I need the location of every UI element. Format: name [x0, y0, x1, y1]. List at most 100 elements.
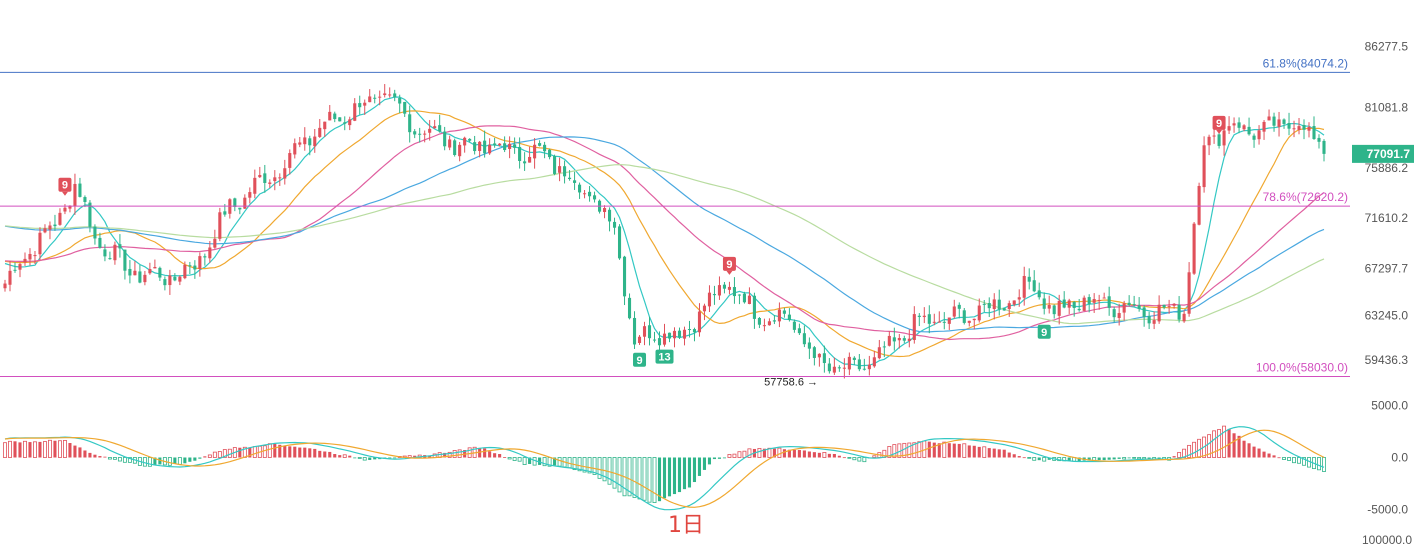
macd-bar — [892, 444, 897, 458]
candle — [513, 137, 517, 154]
candle — [1112, 306, 1116, 323]
candle — [1002, 307, 1006, 311]
candle — [53, 214, 57, 231]
macd-bar — [1067, 457, 1071, 461]
macd-bar — [797, 450, 801, 458]
macd-bar — [33, 441, 37, 458]
macd-bar — [23, 440, 27, 458]
macd-bar — [512, 457, 517, 461]
candle — [128, 260, 132, 284]
candle — [1137, 297, 1141, 312]
candle — [353, 98, 357, 122]
macd-bar — [692, 457, 697, 483]
candle — [48, 221, 52, 240]
candle — [982, 300, 986, 313]
macd-bar — [777, 447, 782, 458]
macd-bar — [1302, 457, 1306, 466]
candle — [438, 114, 442, 133]
macd-bar — [817, 452, 821, 458]
macd-bar — [183, 457, 187, 464]
macd-bar — [553, 457, 557, 466]
macd-axis: 5000.0 0.0 -5000.0 — [1367, 398, 1408, 516]
candle — [1032, 270, 1036, 293]
candle — [607, 207, 612, 232]
candle — [1127, 295, 1131, 307]
macd-bar — [1322, 457, 1326, 472]
macd-bar — [1087, 457, 1091, 461]
candle — [602, 205, 607, 219]
candle — [947, 317, 951, 330]
candle — [1047, 295, 1051, 314]
macd-bar — [63, 440, 67, 458]
macd-dea-line — [4, 429, 1325, 508]
macd-bar — [328, 451, 332, 458]
candle — [483, 130, 487, 158]
ma-slowest-line — [4, 163, 1325, 325]
candle — [702, 303, 707, 321]
candle — [328, 105, 332, 121]
candle — [877, 339, 881, 360]
macd-bar — [1197, 438, 1202, 458]
macd-bar — [147, 457, 152, 467]
macd-bar — [697, 457, 702, 476]
candle — [1167, 299, 1171, 314]
macd-bar — [557, 457, 562, 467]
candle — [343, 116, 347, 131]
candle — [228, 198, 232, 219]
macd-bar — [887, 446, 892, 458]
candle — [118, 234, 122, 258]
candle — [1267, 109, 1271, 121]
macd-bar — [1027, 457, 1032, 459]
candle — [907, 329, 911, 348]
candle — [403, 101, 407, 117]
macd-bar — [677, 457, 682, 493]
candle — [1222, 128, 1226, 156]
candle — [1247, 117, 1251, 136]
macd-bar — [602, 457, 607, 482]
candle — [433, 119, 437, 129]
candle — [398, 94, 402, 114]
macd-bar — [1297, 457, 1301, 464]
macd-bar — [252, 446, 257, 458]
candle — [727, 281, 731, 295]
candle — [283, 159, 287, 185]
macd-bar — [1012, 454, 1016, 458]
macd-bar — [93, 454, 97, 458]
candle — [762, 318, 766, 332]
macd-bar — [212, 451, 217, 458]
candle — [697, 303, 702, 337]
fib-label: 61.8%(84074.2) — [1263, 56, 1348, 70]
price-tick-label: 71610.2 — [1365, 211, 1409, 225]
price-axis: 86277.5 81081.8 75886.2 71610.2 67297.7 63245… — [1352, 40, 1414, 367]
macd-bar — [967, 445, 971, 458]
svg-text:9: 9 — [726, 259, 732, 271]
candle — [123, 249, 127, 280]
candle — [852, 356, 856, 365]
macd-bar — [832, 453, 836, 458]
macd-bar — [937, 443, 941, 458]
macd-bar — [1282, 457, 1286, 460]
candle — [333, 111, 337, 123]
candle — [1017, 289, 1021, 307]
candle — [493, 137, 497, 148]
candle — [722, 281, 727, 294]
macd-bar — [962, 443, 967, 458]
macd-bar — [368, 457, 372, 460]
candle — [543, 141, 547, 159]
macd-bar — [267, 443, 272, 458]
candle — [318, 119, 322, 138]
candle — [418, 127, 422, 143]
candle — [1282, 118, 1286, 129]
candle — [827, 358, 831, 374]
candle — [1087, 294, 1091, 313]
macd-bar — [333, 454, 337, 458]
macd-bar — [582, 457, 587, 473]
candle — [593, 191, 597, 203]
candle — [313, 128, 317, 153]
candle — [358, 95, 362, 115]
macd-bar — [972, 445, 976, 458]
macd-bar — [1132, 457, 1137, 459]
macd-bar — [577, 457, 582, 472]
candle — [158, 266, 162, 281]
macd-bar — [932, 442, 936, 458]
